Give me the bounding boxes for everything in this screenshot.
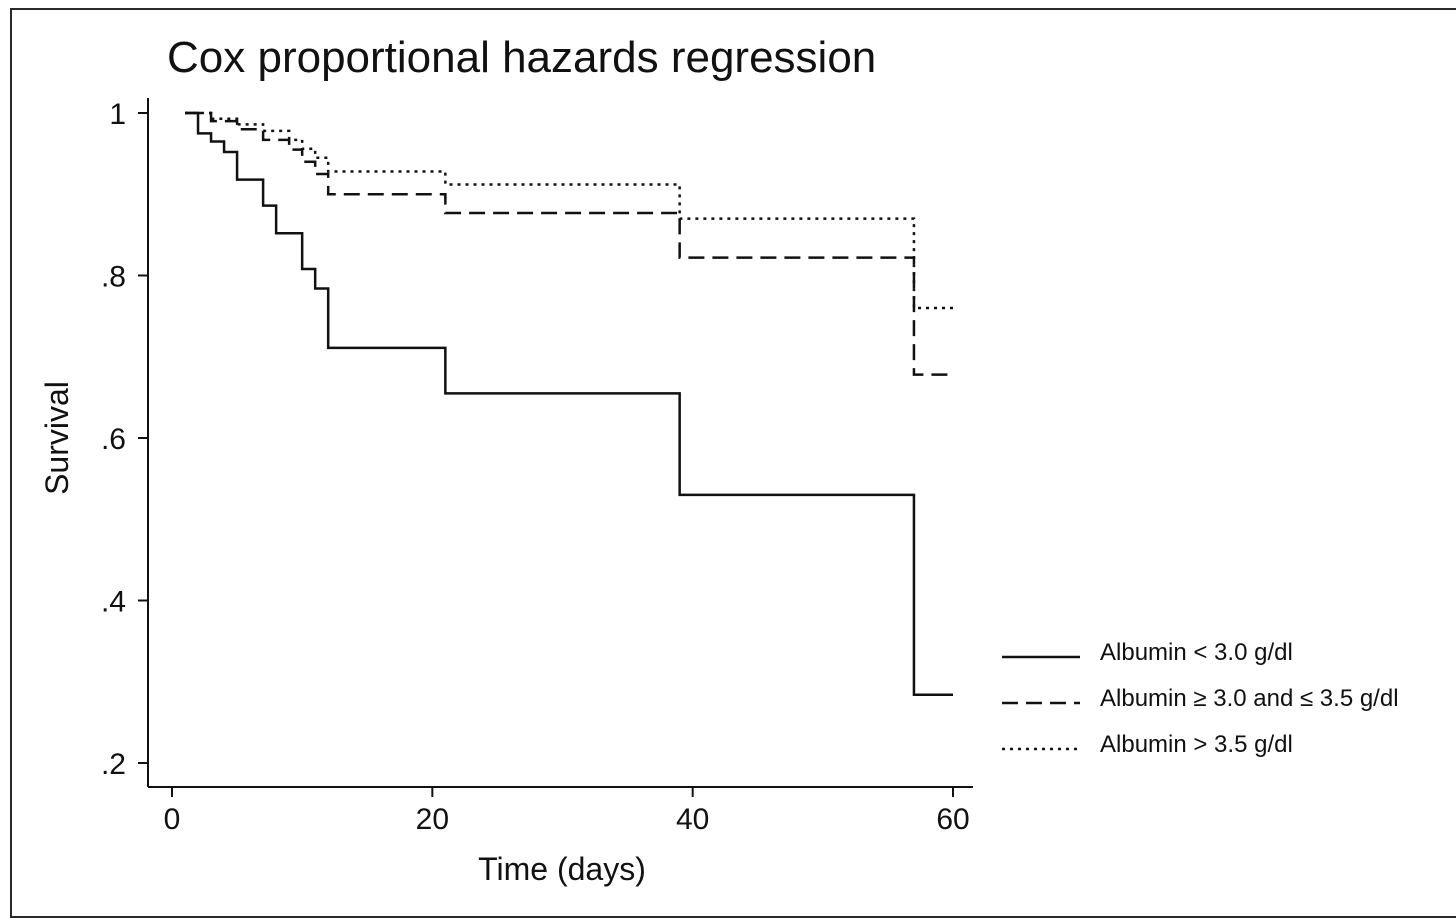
legend-label: Albumin ≥ 3.0 and ≤ 3.5 g/dl [1100,685,1399,712]
y-tick-label: .6 [101,423,126,456]
plot-axes [147,98,973,788]
x-tick-label: 20 [416,803,449,836]
series-line-dashed [185,111,953,376]
y-tick-label: .4 [101,586,126,619]
series-line-dotted [185,111,953,310]
x-axis-label: Time (days) [478,851,646,887]
y-tick-label: .2 [101,748,126,781]
chart-title: Cox proportional hazards regression [167,33,876,82]
legend-label: Albumin < 3.0 g/dl [1100,639,1293,666]
y-tick-label: .8 [101,261,126,294]
x-tick-label: 60 [936,803,969,836]
legend: Albumin < 3.0 g/dl Albumin ≥ 3.0 and ≤ 3.… [1002,639,1399,758]
x-tick-label: 40 [676,803,709,836]
legend-label: Albumin > 3.5 g/dl [1100,731,1293,758]
y-axis-label: Survival [39,381,75,495]
y-ticks: .2 .4 .6 .8 1 [101,98,148,781]
y-tick-label: 1 [109,98,126,131]
x-ticks: 0 20 40 60 [164,787,970,836]
series-layer [185,111,953,696]
x-tick-label: 0 [164,803,181,836]
series-line-solid [185,111,953,696]
